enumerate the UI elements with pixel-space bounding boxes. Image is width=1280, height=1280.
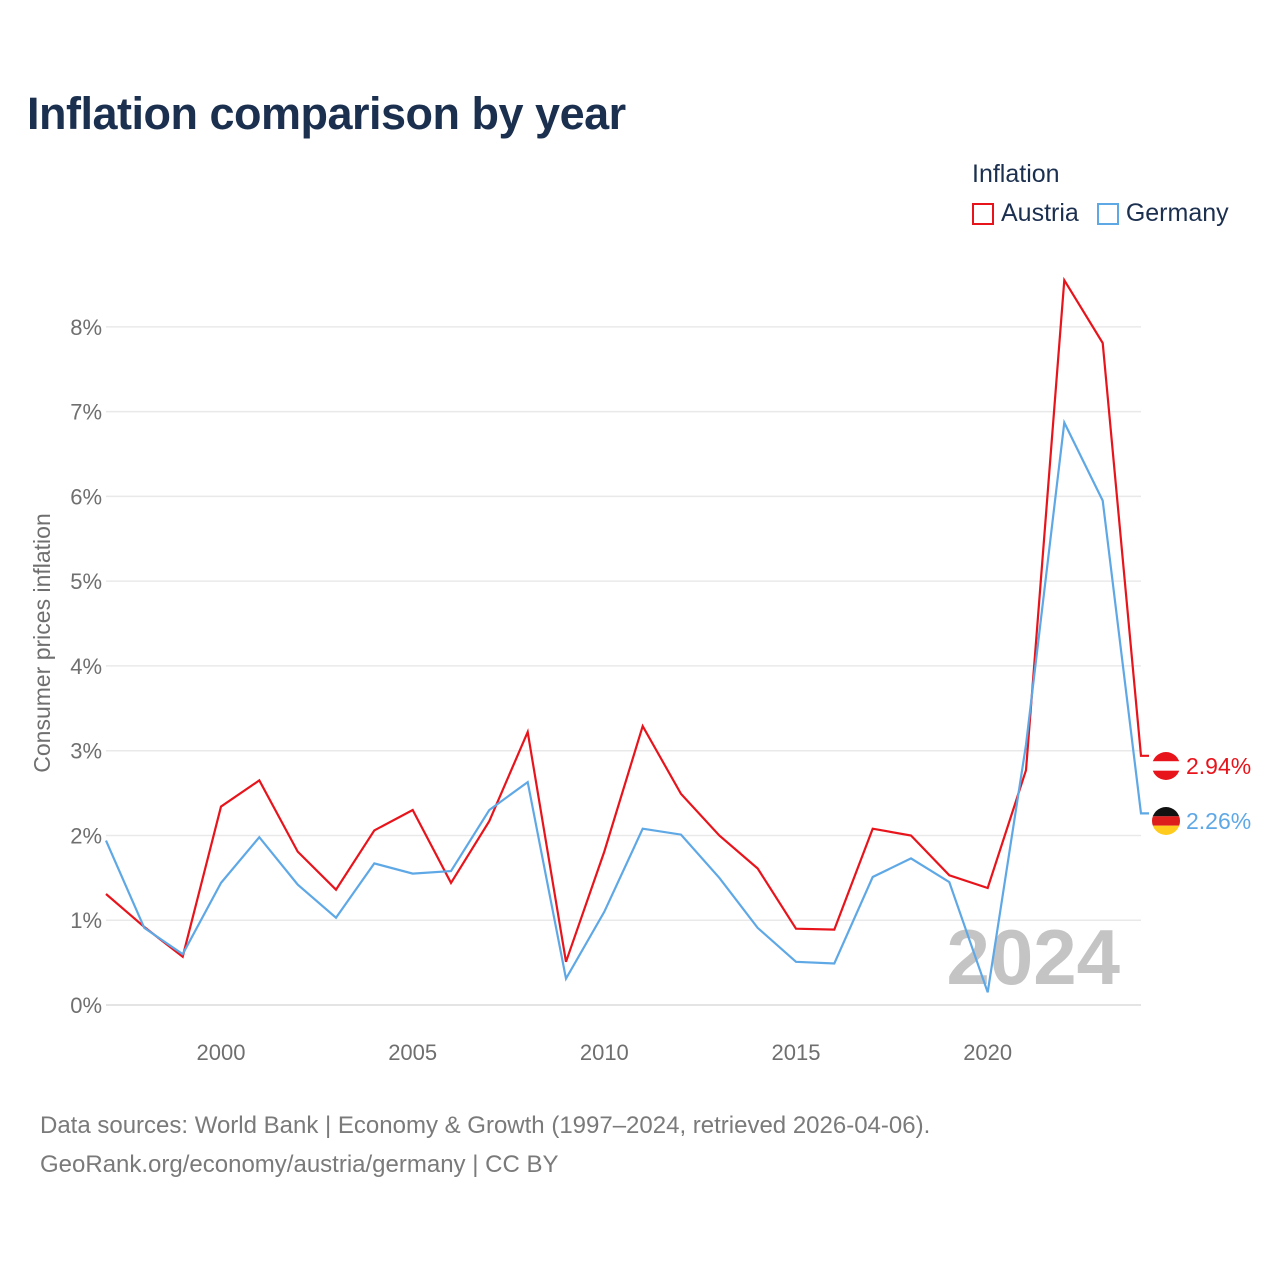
x-tick-label: 2015 — [772, 1040, 821, 1065]
data-source: Data sources: World Bank | Economy & Gro… — [40, 1106, 930, 1184]
year-watermark: 2024 — [946, 913, 1120, 1001]
y-axis-label: Consumer prices inflation — [29, 513, 55, 773]
y-tick-label: 2% — [70, 823, 102, 848]
legend-title: Inflation — [972, 160, 1060, 188]
chart-title: Inflation comparison by year — [27, 88, 626, 139]
legend-swatch-austria — [972, 202, 994, 225]
source-line-1: Data sources: World Bank | Economy & Gro… — [40, 1112, 931, 1139]
end-label-austria: 2.94% — [1186, 753, 1251, 779]
y-tick-label: 8% — [70, 315, 102, 340]
series-line-austria[interactable] — [105, 276, 1149, 963]
series-line-germany[interactable] — [104, 418, 1149, 993]
legend-label-austria: Austria — [1001, 199, 1079, 227]
x-tick-label: 2005 — [388, 1040, 437, 1065]
end-label-germany: 2.26% — [1186, 808, 1251, 834]
legend-item-germany[interactable]: Germany — [1096, 199, 1229, 228]
legend-label-germany: Germany — [1125, 199, 1229, 227]
flag-icon-austria — [1152, 752, 1180, 780]
y-tick-label: 7% — [70, 400, 102, 425]
x-tick-label: 2000 — [197, 1040, 246, 1065]
y-tick-label: 6% — [70, 484, 102, 509]
y-tick-label: 0% — [70, 993, 102, 1018]
legend: Inflation Austria Germany — [972, 160, 1229, 228]
y-tick-label: 5% — [70, 569, 102, 594]
y-tick-label: 1% — [70, 908, 102, 933]
flag-icon-germany — [1152, 807, 1180, 835]
y-tick-label: 3% — [70, 739, 102, 764]
legend-item-austria[interactable]: Austria — [972, 199, 1079, 228]
legend-swatch-germany — [1096, 202, 1119, 225]
y-tick-label: 4% — [70, 654, 102, 679]
source-line-2[interactable]: GeoRank.org/economy/austria/germany | CC… — [40, 1151, 559, 1178]
x-tick-label: 2010 — [580, 1040, 629, 1065]
x-tick-label: 2020 — [963, 1040, 1012, 1065]
